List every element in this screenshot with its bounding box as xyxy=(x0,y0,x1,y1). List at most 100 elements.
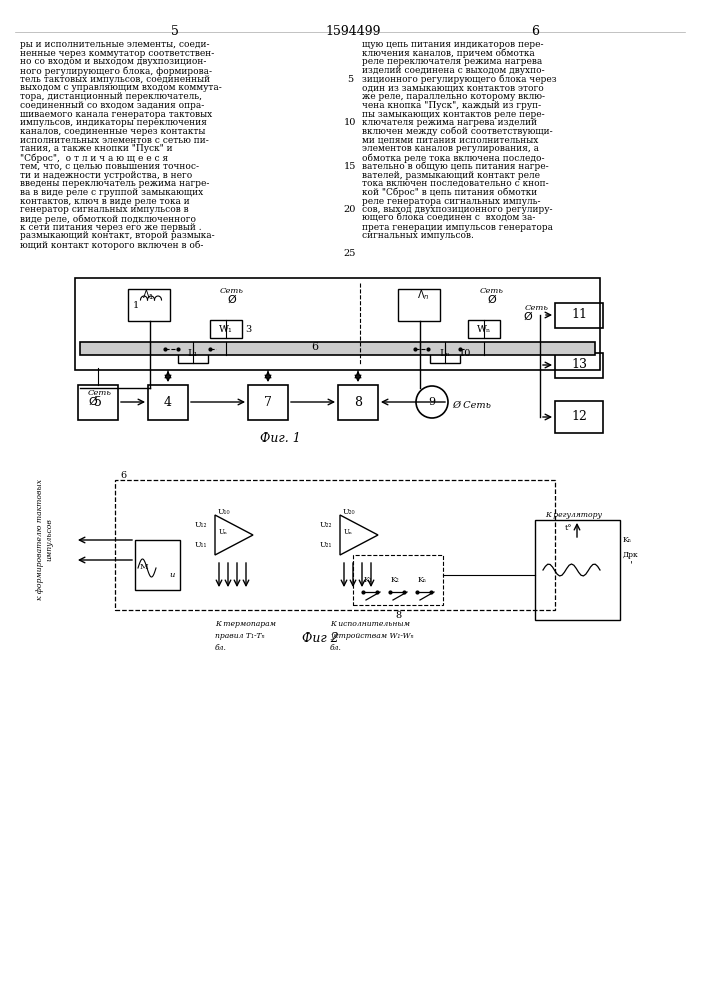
Text: $\Lambda_1$: $\Lambda_1$ xyxy=(142,288,154,302)
Text: 20: 20 xyxy=(344,205,356,214)
Text: ры и исполнительные элементы, соеди-: ры и исполнительные элементы, соеди- xyxy=(20,40,209,49)
Text: исполнительных элементов с сетью пи-: исполнительных элементов с сетью пи- xyxy=(20,136,209,145)
Text: 9: 9 xyxy=(428,397,436,407)
Text: 25: 25 xyxy=(344,249,356,258)
Text: бл.: бл. xyxy=(215,644,227,652)
Text: сов, выход двухпозиционного регулиру-: сов, выход двухпозиционного регулиру- xyxy=(362,205,552,214)
Text: К исполнительным: К исполнительным xyxy=(330,620,410,628)
Text: Kₙ: Kₙ xyxy=(623,536,632,544)
Text: 11: 11 xyxy=(571,308,587,322)
Text: ти и надежности устройства, в него: ти и надежности устройства, в него xyxy=(20,170,192,180)
Text: 6: 6 xyxy=(531,25,539,38)
Text: 3: 3 xyxy=(245,324,251,334)
Text: U₂₀: U₂₀ xyxy=(343,508,356,516)
Text: Сеть: Сеть xyxy=(480,287,504,295)
Text: Сеть: Сеть xyxy=(525,304,549,312)
Text: ': ' xyxy=(630,560,633,570)
Text: размыкающий контакт, второй размыка-: размыкающий контакт, второй размыка- xyxy=(20,231,215,240)
Text: кой "Сброс" в цепь питания обмотки: кой "Сброс" в цепь питания обмотки xyxy=(362,188,537,197)
Bar xyxy=(178,345,208,363)
Text: щую цепь питания индикаторов пере-: щую цепь питания индикаторов пере- xyxy=(362,40,544,49)
Text: Uₙ: Uₙ xyxy=(218,528,228,536)
Text: реле генератора сигнальных импуль-: реле генератора сигнальных импуль- xyxy=(362,197,540,206)
Bar xyxy=(75,278,600,370)
Text: шиваемого канала генератора тактовых: шиваемого канала генератора тактовых xyxy=(20,110,212,119)
Text: К термопарам: К термопарам xyxy=(215,620,276,628)
Text: L₁: L₁ xyxy=(188,350,198,359)
Text: вательно в общую цепь питания нагре-: вательно в общую цепь питания нагре- xyxy=(362,162,549,171)
Text: включен между собой соответствующи-: включен между собой соответствующи- xyxy=(362,127,553,136)
Text: Lₙ: Lₙ xyxy=(440,350,450,359)
Text: импульсов, индикаторы переключения: импульсов, индикаторы переключения xyxy=(20,118,207,127)
Text: изделий соединена с выходом двухпо-: изделий соединена с выходом двухпо- xyxy=(362,66,544,75)
Bar xyxy=(468,320,500,338)
Text: соединенный со входом задания опра-: соединенный со входом задания опра- xyxy=(20,101,204,110)
Text: ненные через коммутатор соответствен-: ненные через коммутатор соответствен- xyxy=(20,49,214,58)
Text: K₁: K₁ xyxy=(363,576,373,584)
Bar xyxy=(430,345,460,363)
Text: ющего блока соединен с  входом за-: ющего блока соединен с входом за- xyxy=(362,214,535,223)
Text: обмотка реле тока включена последо-: обмотка реле тока включена последо- xyxy=(362,153,544,163)
Text: Ø Сеть: Ø Сеть xyxy=(452,400,491,410)
Text: 1594499: 1594499 xyxy=(325,25,381,38)
Text: тель тактовых импульсов, соединенный: тель тактовых импульсов, соединенный xyxy=(20,75,210,84)
Text: зиционного регулирующего блока через: зиционного регулирующего блока через xyxy=(362,75,556,84)
Text: К регулятору: К регулятору xyxy=(545,511,602,519)
Text: 1: 1 xyxy=(133,300,139,310)
Text: ва в виде реле с группой замыкающих: ва в виде реле с группой замыкающих xyxy=(20,188,203,197)
Text: W₁: W₁ xyxy=(219,324,233,334)
Bar xyxy=(210,320,242,338)
Text: 4: 4 xyxy=(164,395,172,408)
Text: Ø: Ø xyxy=(524,312,532,322)
Text: чена кнопка "Пуск", каждый из груп-: чена кнопка "Пуск", каждый из груп- xyxy=(362,101,541,110)
Text: введены переключатель режима нагре-: введены переключатель режима нагре- xyxy=(20,179,209,188)
Text: 6: 6 xyxy=(312,342,319,352)
Text: прета генерации импульсов генератора: прета генерации импульсов генератора xyxy=(362,223,553,232)
Text: Фиг 2: Фиг 2 xyxy=(302,632,339,645)
Text: M: M xyxy=(140,563,148,571)
Text: Ø: Ø xyxy=(88,397,98,407)
Text: U₁₀: U₁₀ xyxy=(218,508,230,516)
Text: 5: 5 xyxy=(347,75,353,84)
Text: пы замыкающих контактов реле пере-: пы замыкающих контактов реле пере- xyxy=(362,110,544,119)
Bar xyxy=(555,353,603,378)
Text: 13: 13 xyxy=(571,359,587,371)
Bar xyxy=(115,480,555,610)
Bar xyxy=(555,401,603,433)
Text: вателей, размыкающий контакт реле: вателей, размыкающий контакт реле xyxy=(362,170,540,180)
Bar xyxy=(535,520,620,620)
Bar xyxy=(338,385,378,420)
Text: K₂: K₂ xyxy=(391,576,399,584)
Text: Wₙ: Wₙ xyxy=(477,324,491,334)
Text: контактов, ключ в виде реле тока и: контактов, ключ в виде реле тока и xyxy=(20,197,189,206)
Text: выходом с управляющим входом коммута-: выходом с управляющим входом коммута- xyxy=(20,84,222,93)
Text: каналов, соединенные через контакты: каналов, соединенные через контакты xyxy=(20,127,205,136)
Bar xyxy=(135,540,180,590)
Text: U₁₂: U₁₂ xyxy=(195,521,207,529)
Bar xyxy=(555,303,603,328)
Text: ющий контакт которого включен в об-: ющий контакт которого включен в об- xyxy=(20,240,204,250)
Text: u: u xyxy=(169,571,175,579)
Text: Сеть: Сеть xyxy=(88,389,112,397)
Text: ключения каналов, причем обмотка: ключения каналов, причем обмотка xyxy=(362,49,534,58)
Bar xyxy=(80,342,595,355)
Text: правил T₁-Tₙ: правил T₁-Tₙ xyxy=(215,632,264,640)
Text: сигнальных импульсов.: сигнальных импульсов. xyxy=(362,231,474,240)
Text: 5: 5 xyxy=(94,395,102,408)
Text: Ø: Ø xyxy=(228,295,236,305)
Text: Дрк: Дрк xyxy=(623,551,638,559)
Text: бл.: бл. xyxy=(330,644,342,652)
Text: U₂₁: U₂₁ xyxy=(320,541,332,549)
Text: реле переключателя режима нагрева: реле переключателя режима нагрева xyxy=(362,57,542,66)
Bar xyxy=(398,289,440,321)
Text: Ø: Ø xyxy=(488,295,496,305)
Text: тания, а также кнопки "Пуск" и: тания, а также кнопки "Пуск" и xyxy=(20,144,173,153)
Text: 7: 7 xyxy=(264,395,272,408)
Text: Uₙ: Uₙ xyxy=(344,528,352,536)
Text: $\Lambda_n$: $\Lambda_n$ xyxy=(416,288,429,302)
Text: U₁₁: U₁₁ xyxy=(195,541,207,549)
Text: t°: t° xyxy=(565,524,573,532)
Bar xyxy=(128,289,170,321)
Text: один из замыкающих контактов этого: один из замыкающих контактов этого xyxy=(362,84,544,93)
Text: U₂₂: U₂₂ xyxy=(320,521,332,529)
